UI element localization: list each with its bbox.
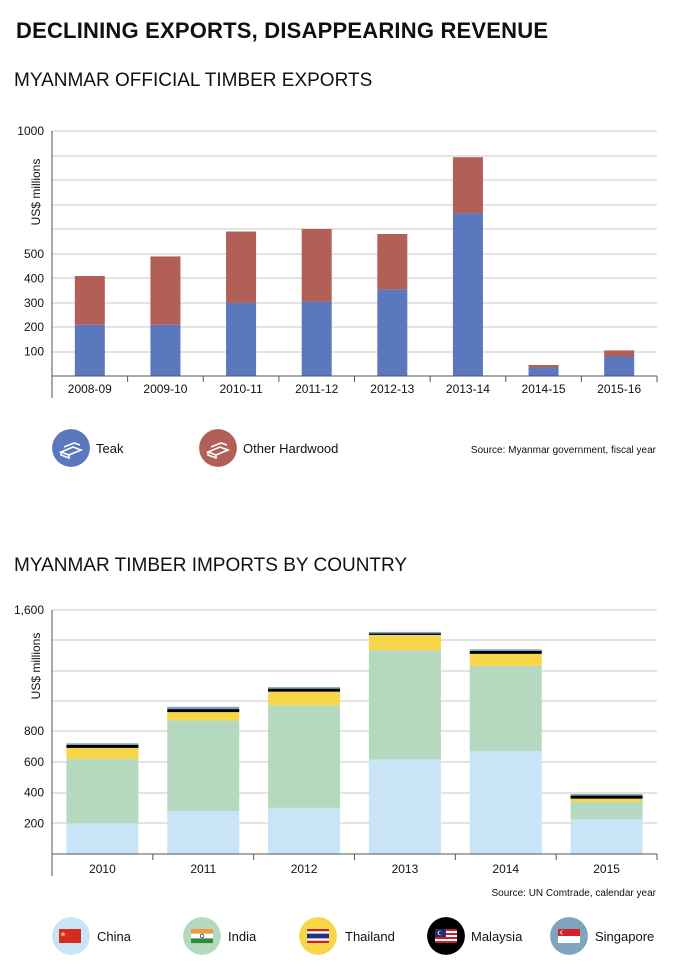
y-axis-label: US$ millions: [29, 159, 43, 226]
bar-singapore-2010: [66, 743, 139, 745]
bar-other-hardwood-2014-15: [528, 365, 559, 368]
exports-source: Source: Myanmar government, fiscal year: [470, 445, 656, 456]
x-tick-label: 2008-09: [68, 382, 112, 396]
y-tick-label: 400: [24, 271, 44, 285]
bar-teak-2009-10: [150, 324, 181, 376]
y-tick-label: 1000: [17, 124, 44, 138]
y-tick-label: 100: [24, 345, 44, 359]
bar-singapore-2011: [167, 706, 240, 710]
y-axis-label: US$ millions: [29, 633, 43, 700]
bar-china-2010: [66, 823, 139, 854]
x-tick-label: 2010-11: [219, 382, 262, 396]
y-tick-label: 1,600: [14, 603, 44, 617]
x-tick-label: 2014: [492, 862, 519, 876]
x-tick-label: 2009-10: [143, 382, 187, 396]
bar-malaysia-2013: [368, 633, 441, 635]
x-tick-label: 2012-13: [370, 382, 414, 396]
y-tick-label: 500: [24, 247, 44, 261]
bar-malaysia-2012: [268, 688, 341, 692]
bar-other-hardwood-2009-10: [150, 256, 181, 325]
singapore-flag-icon: [550, 917, 588, 955]
bar-india-2014: [469, 665, 542, 751]
bar-thailand-2013: [368, 634, 441, 651]
bar-teak-2014-15: [528, 367, 559, 376]
bar-other-hardwood-2015-16: [604, 350, 635, 357]
india-flag-icon: [183, 917, 221, 955]
bar-india-2013: [368, 650, 441, 760]
x-tick-label: 2013: [392, 862, 419, 876]
bar-malaysia-2011: [167, 709, 240, 713]
teak-legend-icon: [52, 429, 90, 467]
thailand-flag-icon: [299, 917, 337, 955]
bar-china-2015: [570, 819, 643, 854]
y-tick-label: 200: [24, 816, 44, 830]
bar-malaysia-2014: [469, 650, 542, 654]
x-tick-label: 2012: [291, 862, 318, 876]
china-flag-icon: [52, 917, 90, 955]
bar-teak-2015-16: [604, 356, 635, 376]
thailand-legend-label: Thailand: [345, 929, 395, 944]
bar-india-2015: [570, 801, 643, 820]
page-title: DECLINING EXPORTS, DISAPPEARING REVENUE: [16, 18, 549, 43]
bar-other-hardwood-2011-12: [301, 229, 332, 302]
bar-singapore-2014: [469, 649, 542, 651]
bar-malaysia-2015: [570, 795, 643, 799]
bar-teak-2010-11: [226, 302, 257, 376]
bar-thailand-2011: [167, 712, 240, 721]
bar-malaysia-2010: [66, 744, 139, 748]
bar-other-hardwood-2012-13: [377, 234, 408, 290]
exports-chart-title: MYANMAR OFFICIAL TIMBER EXPORTS: [14, 70, 373, 91]
bar-teak-2012-13: [377, 289, 408, 376]
bar-thailand-2010: [66, 747, 139, 759]
bar-india-2010: [66, 758, 139, 824]
bar-other-hardwood-2013-14: [452, 157, 483, 214]
china-legend-label: China: [97, 929, 131, 944]
bar-other-hardwood-2010-11: [226, 231, 257, 303]
bar-teak-2008-09: [74, 324, 105, 376]
bar-thailand-2012: [268, 691, 341, 706]
x-tick-label: 2011: [190, 862, 216, 876]
bar-thailand-2015: [570, 798, 643, 802]
y-tick-label: 200: [24, 320, 44, 334]
bar-india-2012: [268, 705, 341, 808]
y-tick-label: 400: [24, 786, 44, 800]
singapore-legend-label: Singapore: [595, 929, 655, 944]
malaysia-flag-icon: [427, 917, 465, 955]
other-hardwood-legend-label: Other Hardwood: [243, 441, 339, 456]
imports-source: Source: UN Comtrade, calendar year: [491, 888, 656, 899]
malaysia-legend-label: Malaysia: [471, 929, 523, 944]
x-tick-label: 2010: [89, 862, 116, 876]
x-tick-label: 2014-15: [522, 382, 566, 396]
x-tick-label: 2011-12: [295, 382, 338, 396]
bar-india-2011: [167, 720, 240, 811]
x-tick-label: 2015-16: [597, 382, 641, 396]
bar-china-2011: [167, 810, 240, 854]
bar-singapore-2012: [268, 687, 341, 689]
bar-thailand-2014: [469, 653, 542, 666]
other-hardwood-legend-icon: [199, 429, 237, 467]
y-tick-label: 300: [24, 296, 44, 310]
bar-singapore-2015: [570, 794, 643, 796]
india-legend-label: India: [228, 929, 257, 944]
bar-teak-2013-14: [452, 213, 483, 376]
imports-chart-title: MYANMAR TIMBER IMPORTS BY COUNTRY: [14, 555, 408, 576]
y-tick-label: 800: [24, 724, 44, 738]
y-tick-label: 600: [24, 755, 44, 769]
bar-china-2012: [268, 807, 341, 854]
bar-china-2013: [368, 759, 441, 854]
teak-legend-label: Teak: [96, 441, 124, 456]
x-tick-label: 2015: [593, 862, 620, 876]
bar-other-hardwood-2008-09: [74, 275, 105, 325]
x-tick-label: 2013-14: [446, 382, 490, 396]
bar-singapore-2013: [368, 631, 441, 634]
bar-china-2014: [469, 750, 542, 854]
bar-teak-2011-12: [301, 301, 332, 376]
